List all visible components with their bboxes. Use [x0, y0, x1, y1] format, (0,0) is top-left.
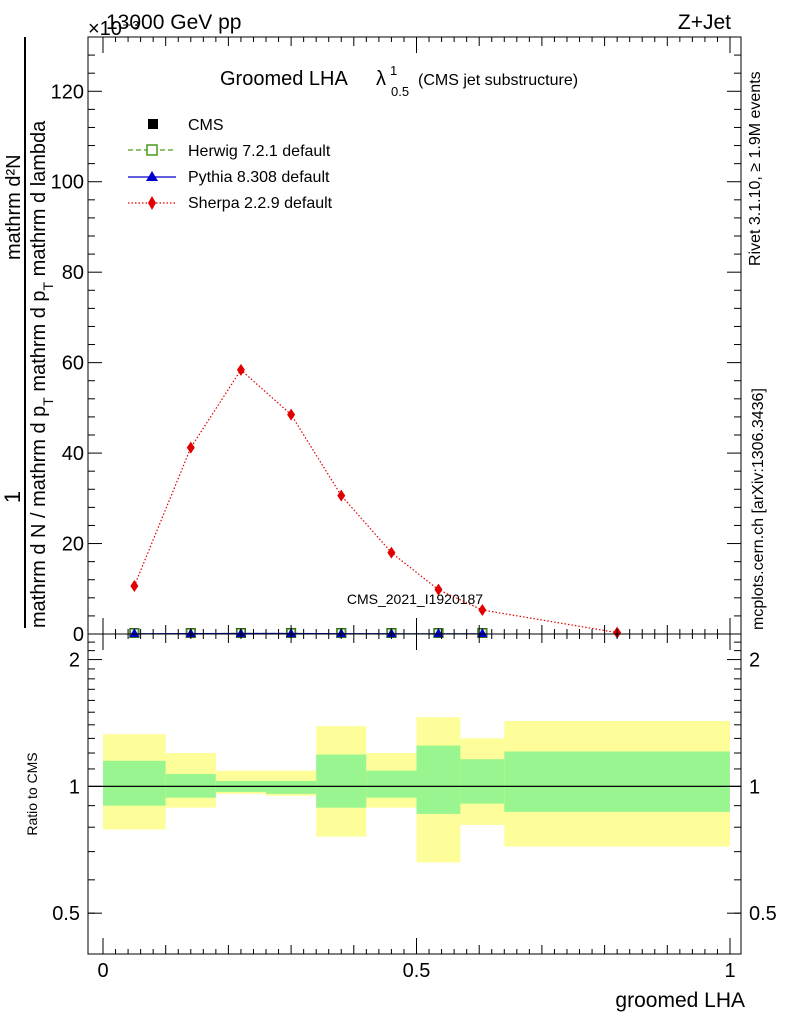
- y-tick-label: 0: [73, 624, 84, 646]
- ratio-band-inner: [316, 754, 367, 808]
- legend-label-herwig: Herwig 7.2.1 default: [188, 143, 331, 160]
- title-suffix: (CMS jet substructure): [418, 72, 578, 89]
- process-label: Z+Jet: [678, 11, 731, 34]
- x-axis: 0 0.5 1: [97, 37, 736, 982]
- title-main: Groomed LHA: [220, 68, 348, 90]
- y-tick-label: 80: [62, 262, 84, 284]
- sherpa-point: [236, 363, 245, 376]
- sherpa-point: [130, 580, 139, 593]
- ratio-band-inner: [103, 760, 166, 806]
- ratio-bands-group: [103, 717, 730, 863]
- legend-marker-sherpa: [148, 196, 156, 210]
- legend-label-pythia: Pythia 8.308 default: [188, 169, 330, 186]
- y-tick-label: 40: [62, 443, 84, 465]
- legend-marker-cms: [148, 119, 158, 129]
- plot-title: Groomed LHA λ 1 0.5 (CMS jet substructur…: [220, 63, 578, 99]
- ratio-band-inner: [266, 780, 317, 794]
- y-tick-label: 100: [51, 172, 84, 194]
- legend-label-cms: CMS: [188, 117, 224, 134]
- pythia-point: [433, 628, 444, 637]
- x-tick-label: 0: [97, 960, 108, 982]
- sherpa-point: [287, 408, 296, 421]
- ratio-tick-label: 1: [69, 776, 80, 798]
- ratio-band-inner: [504, 751, 730, 812]
- x-axis-label: groomed LHA: [615, 989, 745, 1012]
- y-tick-label: 120: [51, 81, 84, 103]
- energy-label: 13000 GeV pp: [106, 11, 241, 34]
- ratio-tick-label-right: 1: [749, 776, 760, 798]
- legend: CMS Herwig 7.2.1 default Pythia 8.308 de…: [128, 117, 333, 212]
- title-sup: 1: [390, 63, 397, 78]
- ratio-tick-label: 0.5: [52, 903, 80, 925]
- legend-marker-herwig: [146, 144, 158, 156]
- title-lambda: λ: [376, 68, 386, 90]
- ratio-panel-frame: [87, 633, 742, 955]
- y-tick-label: 60: [62, 353, 84, 375]
- ratio-tick-label-right: 0.5: [749, 903, 777, 925]
- pythia-point: [477, 628, 488, 637]
- pythia-point: [129, 628, 140, 637]
- main-y-axis: 0 20 40 60 80 100 120: [51, 36, 741, 646]
- y-label-deriv-num: mathrm d²N: [3, 154, 25, 260]
- sherpa-point: [186, 441, 195, 454]
- y-axis-label: 1 mathrm d N / mathrm d pT mathrm d pT m…: [0, 37, 56, 628]
- rivet-label: Rivet 3.1.10, ≥ 1.9M events: [747, 71, 764, 266]
- x-tick-label: 1: [724, 960, 735, 982]
- y-tick-label: 20: [62, 534, 84, 556]
- ratio-tick-label-right: 2: [749, 650, 760, 672]
- ratio-band-inner: [416, 745, 461, 814]
- ratio-band-inner: [460, 759, 505, 804]
- mcplots-label: mcplots.cern.ch [arXiv:1306.3436]: [750, 388, 767, 630]
- legend-label-sherpa: Sherpa 2.2.9 default: [188, 195, 333, 212]
- x-tick-label: 0.5: [403, 960, 431, 982]
- title-sub: 0.5: [391, 84, 409, 99]
- sherpa-point: [387, 546, 396, 559]
- ratio-y-label: Ratio to CMS: [24, 752, 40, 835]
- legend-marker-pythia: [146, 171, 158, 181]
- ratio-tick-label: 2: [69, 650, 80, 672]
- sherpa-point: [337, 489, 346, 502]
- y-label-frac-num: 1: [0, 491, 25, 503]
- sherpa-point: [434, 583, 443, 596]
- analysis-watermark: CMS_2021_I1920187: [347, 591, 483, 607]
- main-panel-frame: [87, 36, 742, 635]
- ratio-band-inner: [366, 770, 417, 798]
- y-label-frac-den: mathrm d N / mathrm d pT mathrm d pT mat…: [28, 120, 56, 628]
- ratio-y-axis: 0.5 0.5 1 1 2 2: [52, 641, 777, 925]
- sherpa-point: [478, 604, 487, 617]
- y-exponent-label: ×10⁻³: [88, 18, 139, 40]
